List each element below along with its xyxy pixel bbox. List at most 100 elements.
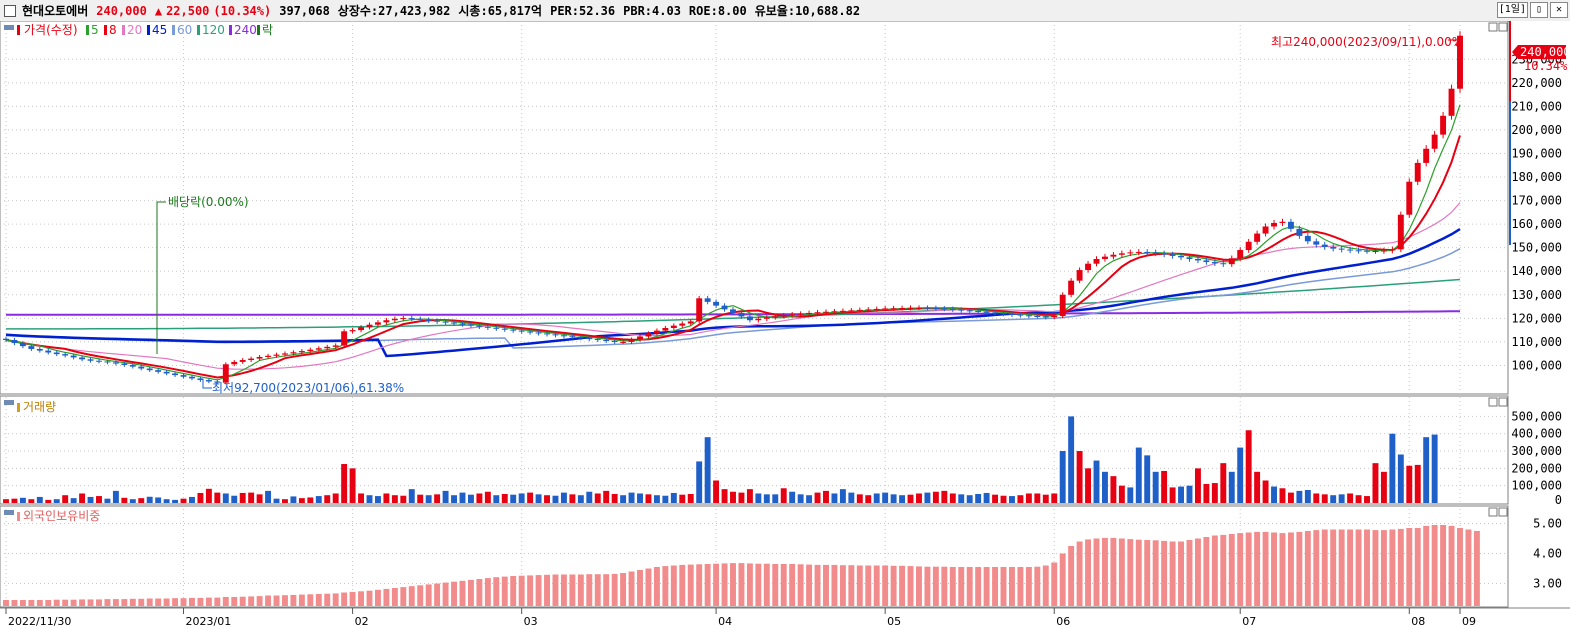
- volume-bar: [1211, 483, 1218, 503]
- last-change-tag: 10.34%: [1524, 59, 1568, 73]
- foreign-ratio-bar: [1085, 539, 1092, 606]
- candle-body: [493, 327, 500, 329]
- market-cap: 시총:65,817억: [458, 4, 543, 18]
- foreign-ratio-bar: [620, 573, 627, 606]
- foreign-ratio-bar: [899, 565, 906, 606]
- foreign-ratio-bar: [1203, 537, 1210, 606]
- foreign-ratio-bar: [1034, 566, 1041, 606]
- candle-body: [1287, 221, 1294, 229]
- candle-body: [366, 324, 373, 328]
- ma60-label: 60: [177, 23, 192, 37]
- candle-body: [873, 308, 880, 310]
- foreign-ratio-bar: [577, 574, 584, 606]
- volume-bar: [1355, 495, 1362, 503]
- candle-body: [1161, 253, 1168, 255]
- foreign-ratio-bar: [3, 600, 9, 606]
- price-tick-label: 210,000: [1511, 99, 1562, 113]
- period-selector[interactable]: [1일]: [1496, 2, 1528, 18]
- select-checkbox[interactable]: [4, 4, 16, 17]
- foreign-ratio-bar: [205, 597, 212, 606]
- foreign-ratio-bar: [400, 587, 407, 606]
- volume-bar: [1017, 495, 1024, 503]
- ma240-label: 240: [234, 23, 257, 37]
- foreign-ratio-bar: [789, 564, 796, 606]
- foreign-ratio-bar: [687, 564, 694, 606]
- volume-bar: [527, 492, 534, 503]
- candle-body: [222, 364, 229, 383]
- foreign-ratio-bar: [163, 598, 170, 606]
- volume-bar: [932, 491, 939, 503]
- volume-bar: [653, 495, 660, 503]
- candle-body: [434, 320, 441, 322]
- volume-bar: [620, 495, 627, 503]
- panel-minimize-icon[interactable]: [1488, 397, 1498, 407]
- volume-bar: [831, 493, 838, 503]
- candle-body: [1431, 134, 1438, 149]
- candle-body: [19, 343, 26, 347]
- volume-bar: [780, 488, 787, 503]
- candle-body: [1364, 250, 1370, 252]
- foreign-ratio-bar: [831, 564, 838, 606]
- panel-buttons[interactable]: [1488, 22, 1508, 517]
- foreign-ratio-bar: [1237, 533, 1244, 606]
- panel-menu-icon[interactable]: [4, 25, 14, 30]
- foreign-ratio-bar: [772, 564, 779, 606]
- panel-menu-icon[interactable]: [4, 510, 14, 515]
- foreign-ratio-bar: [290, 594, 297, 606]
- volume-bar: [324, 495, 331, 503]
- panel-menu-icon[interactable]: [4, 400, 14, 405]
- foreign-ratio-bar: [1414, 528, 1421, 606]
- volume-bar: [535, 494, 542, 503]
- volume-bar: [569, 494, 576, 503]
- volume-bar: [628, 492, 635, 503]
- candle-body: [11, 340, 18, 344]
- foreign-ratio-bar: [730, 563, 736, 606]
- foreign-ratio-bar: [1389, 529, 1396, 606]
- candle-body: [1440, 115, 1447, 135]
- per-value: PER:52.36: [550, 3, 616, 18]
- volume-bar: [459, 492, 466, 503]
- chart-area[interactable]: 가격(수정) 5 8 20 45 60 120 240 락 거래량 외국인보유비…: [0, 21, 1570, 629]
- candle-body: [163, 371, 170, 374]
- panel-close-icon[interactable]: [1498, 507, 1508, 517]
- volume-bar: [112, 490, 119, 503]
- panel-minimize-icon[interactable]: [1488, 507, 1498, 517]
- foreign-ratio-bar: [501, 576, 508, 606]
- candle-body: [146, 368, 153, 371]
- foreign-ratio-bar: [1220, 534, 1227, 606]
- volume-bar: [3, 499, 9, 503]
- foreign-ratio-bar: [1000, 567, 1007, 606]
- foreign-ratio-bar: [839, 565, 846, 606]
- volume-bar: [603, 490, 610, 503]
- panel-minimize-icon[interactable]: [1488, 22, 1498, 32]
- panel-close-icon[interactable]: [1498, 397, 1508, 407]
- stock-name[interactable]: 현대오토에버: [22, 4, 89, 18]
- ma45-label: 45: [152, 23, 167, 37]
- foreign-ratio-bar: [138, 598, 145, 606]
- foreign-ratio-bar: [1271, 532, 1277, 606]
- candle-body: [916, 307, 922, 309]
- candle-body: [1414, 162, 1421, 182]
- foreign-ratio-bar: [975, 567, 982, 606]
- volume-bar: [290, 496, 297, 503]
- candle-body: [899, 307, 906, 309]
- candle-body: [763, 317, 770, 319]
- restore-button[interactable]: ▯: [1530, 2, 1548, 18]
- volume-legend: 거래량: [4, 400, 56, 414]
- candle-body: [704, 298, 711, 302]
- volume-bar: [222, 493, 229, 503]
- foreign-ratio-bar: [28, 600, 35, 606]
- panel-close-icon[interactable]: [1498, 22, 1508, 32]
- candle-body: [569, 336, 576, 338]
- candle-body: [552, 334, 559, 336]
- candle-body: [1186, 257, 1193, 259]
- foreign-ratio-bar: [1169, 541, 1176, 606]
- foreign-ratio-bar: [916, 566, 922, 606]
- foreign-ratio-bar: [704, 564, 711, 606]
- candle-body: [1330, 246, 1337, 249]
- foreign-ratio-bar: [653, 567, 660, 606]
- candle-body: [687, 321, 694, 324]
- candle-body: [1262, 226, 1269, 234]
- close-button[interactable]: ✕: [1550, 2, 1568, 18]
- up-arrow-icon: ▲: [154, 3, 163, 18]
